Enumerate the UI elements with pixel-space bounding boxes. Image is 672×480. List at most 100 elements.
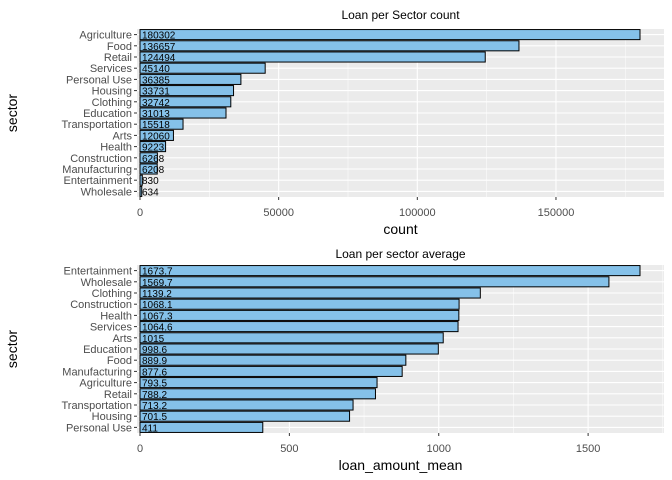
chart-1-data-label: 136657 [142,42,176,53]
chart-2-y-tick-label: Arts [112,333,132,345]
chart-2-y-tick-label: Services [90,322,133,334]
chart-2-x-tick-label: 500 [280,443,298,455]
chart-2-y-tick-label: Clothing [92,288,132,300]
chart-1-bar [139,85,235,97]
chart-1-data-label: 12060 [142,131,170,142]
chart-2-data-label: 701.5 [142,412,167,423]
chart-2-data-label: 1015 [142,334,165,345]
chart-1-x-tick-label: 50000 [263,207,294,219]
chart-2: Entertainment 1673.7 Wholesale 1569.7 Clothi… [4,247,664,473]
chart-2-data-label: 1569.7 [142,278,173,289]
chart-2-bar [139,343,439,355]
chart-2-bar [139,309,460,321]
chart-2-y-tick-label: Health [100,310,132,322]
chart-1-data-label: 32742 [142,98,170,109]
chart-1-y-tick-label: Retail [104,52,132,64]
chart-1-y-tick-label: Housing [92,86,132,98]
chart-2-data-label: 1068.1 [142,300,173,311]
chart-1-x-axis-title: count [383,221,417,237]
chart-1-y-tick-label: Manufacturing [62,164,132,176]
chart-2-x-tick-label: 1000 [426,443,450,455]
chart-1-y-tick-label: Construction [70,153,132,165]
chart-1-data-label: 180302 [142,31,176,42]
chart-2-x-axis-title: loan_amount_mean [339,457,463,473]
chart-1-bar [139,51,486,63]
chart-1-bar [139,174,143,186]
chart-1-y-tick-label: Wholesale [81,186,132,198]
chart-2-y-tick-label: Retail [104,389,132,401]
chart-1-x-tick-label: 0 [137,207,143,219]
chart-1-bar [139,73,242,85]
chart-2-data-label: 998.6 [142,345,167,356]
chart-2-x-tick-label: 0 [137,443,143,455]
chart-2-y-tick-label: Housing [92,411,132,423]
chart-2-bar [139,354,407,366]
chart-1-y-tick-label: Entertainment [64,175,132,187]
chart-2-bar [139,377,378,389]
chart-2-data-label: 788.2 [142,390,167,401]
chart-1-bar [139,129,174,141]
chart-2-bar [139,276,610,288]
chart-2-bar [139,287,481,299]
chart-1-data-label: 634 [142,187,159,198]
chart-1-bar [139,29,641,41]
chart-2-y-tick-label: Transportation [61,400,132,412]
chart-2-y-tick-label: Agriculture [79,378,132,390]
chart-2-y-tick-label: Construction [70,299,132,311]
chart-1-data-label: 36385 [142,75,170,86]
chart-2-y-tick-label: Manufacturing [62,366,132,378]
chart-2-y-axis-title: sector [4,330,20,368]
chart-2-data-label: 1139.2 [142,289,172,300]
chart-1-data-label: 6268 [142,154,165,165]
chart-2-data-label: 1064.6 [142,323,173,334]
chart-2-bar [139,265,641,277]
chart-2-bar [139,399,354,411]
chart-2-bar [139,298,460,310]
chart-1-y-tick-label: Education [83,108,132,120]
chart-1-bar [139,185,143,197]
chart-1-y-tick-label: Agriculture [79,30,132,42]
chart-1-data-label: 9223 [142,143,165,154]
chart-2-y-tick-label: Personal Use [66,422,132,434]
chart-1-y-tick-label: Health [100,142,132,154]
chart-1-data-label: 124494 [142,53,176,64]
chart-1-x-tick-label: 150000 [538,207,575,219]
chart-2-bar [139,421,264,433]
chart-1-data-label: 6208 [142,165,165,176]
chart-2-y-tick-label: Wholesale [81,277,132,289]
chart-1: Agriculture 180302 Food 136657 Retail 124494 S… [4,8,664,237]
chart-1-title: Loan per Sector count [341,8,460,22]
chart-2-x-tick-label: 1500 [576,443,600,455]
chart-1-bar [139,96,232,108]
chart-1-bar [139,118,184,130]
chart-2-data-label: 877.6 [142,367,167,378]
chart-2-bar [139,332,444,344]
chart-1-bar [139,163,158,175]
chart-1-data-label: 45140 [142,64,170,75]
chart-1-data-label: 33731 [142,87,170,98]
chart-2-data-label: 793.5 [142,379,167,390]
chart-1-data-label: 31013 [142,109,170,120]
chart-2-data-label: 411 [142,423,158,434]
chart-2-y-tick-label: Food [107,355,132,367]
chart-1-y-tick-label: Arts [112,130,132,142]
chart-1-x-tick-label: 100000 [399,207,436,219]
chart-2-y-tick-label: Entertainment [64,266,132,278]
chart-1-bar [139,141,167,153]
chart-1-bar [139,40,520,52]
chart-2-data-label: 1067.3 [142,311,173,322]
chart-2-bar [139,365,403,377]
chart-1-data-label: 15518 [142,120,170,131]
chart-2-data-label: 713.2 [142,401,167,412]
chart-2-data-label: 1673.7 [142,267,173,278]
chart-2-bar [139,410,351,422]
chart-1-y-tick-label: Services [90,63,133,75]
chart-1-y-tick-label: Food [107,41,132,53]
chart-2-data-label: 889.9 [142,356,167,367]
chart-1-y-axis-title: sector [4,94,20,132]
chart-1-y-tick-label: Transportation [61,119,132,131]
chart-1-data-label: 830 [142,176,159,187]
chart-1-y-tick-label: Personal Use [66,74,132,86]
